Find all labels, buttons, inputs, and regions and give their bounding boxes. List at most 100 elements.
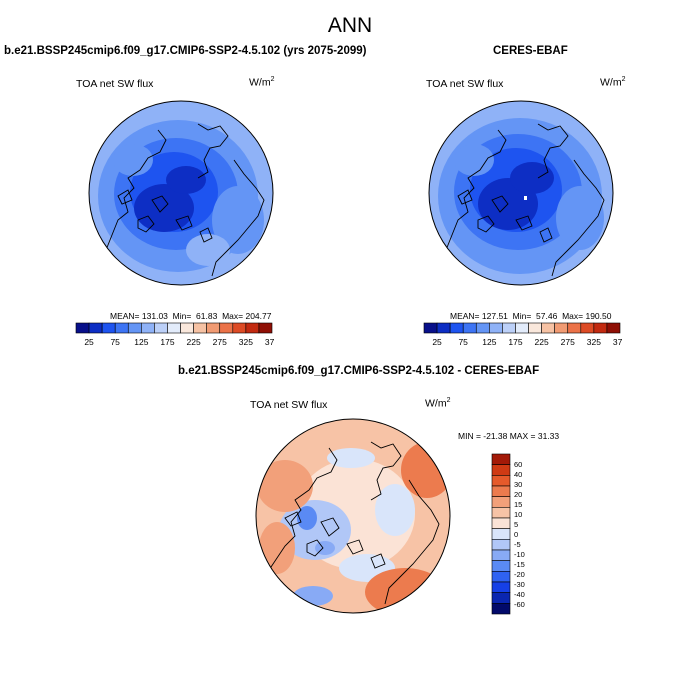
model-map-field [89,101,273,285]
obs-colorbar-box [502,322,516,334]
diff-colorbar-box [491,475,511,487]
model-colorbar-label: 275 [213,337,227,347]
diff-colorbar-box [491,528,511,540]
obs-colorbar-label: 25 [432,337,442,347]
obs-colorbar-label: 375 [613,337,622,347]
obs-variable-name: TOA net SW flux [426,78,504,90]
obs-colorbar-box [449,322,464,334]
diff-units: W/m2 [425,397,451,410]
model-colorbar-box [154,322,168,334]
obs-colorbar-label: 75 [458,337,468,347]
diff-colorbar-box [491,453,511,465]
obs-min: 57.46 [536,311,558,321]
obs-colorbar-box [423,322,438,334]
obs-panel-title: CERES-EBAF [493,45,568,57]
diff-colorbar-box [491,539,511,551]
diff-colorbar-label: -10 [514,550,525,559]
model-colorbar-box [258,322,273,334]
obs-colorbar-label: 175 [508,337,522,347]
model-stats: MEAN= 131.03 Min= 61.83 Max= 204.77 [110,311,272,321]
diff-colorbar-label: -30 [514,580,525,589]
diff-colorbar-box [491,507,511,519]
obs-colorbar-box [475,322,490,334]
obs-map-field [429,101,613,285]
diff-colorbar-label: -5 [514,540,521,549]
diff-colorbar-box [491,560,511,572]
model-min: 61.83 [196,311,218,321]
diff-colorbar-label: 60 [514,460,522,469]
model-colorbar-label: 125 [134,337,148,347]
diff-colorbar-box [491,485,511,497]
model-variable-name: TOA net SW flux [76,78,154,90]
obs-colorbar-box [436,322,451,334]
model-colorbar-box [206,322,221,334]
diff-colorbar-box [491,571,511,583]
diff-colorbar-box [491,549,511,561]
model-max: 204.77 [245,311,272,321]
model-colorbar-box [75,322,90,334]
diff-colorbar-label: -15 [514,560,525,569]
diff-colorbar-label: -60 [514,600,525,609]
diff-polar-map [255,418,451,614]
diff-variable-name: TOA net SW flux [250,399,328,411]
diff-colorbar-box [491,496,511,508]
model-colorbar: 25 75 125 175 225 275 325 375 [75,322,274,347]
model-colorbar-box [88,322,103,334]
diff-colorbar-box [491,464,511,476]
diff-colorbar-label: -20 [514,570,525,579]
model-colorbar-box [101,322,116,334]
obs-colorbar-box [580,322,595,334]
model-mean: 131.03 [141,311,168,321]
diff-colorbar-label: 40 [514,470,522,479]
obs-colorbar-box [567,322,582,334]
model-colorbar-box [232,322,247,334]
diff-colorbar-label: 30 [514,480,522,489]
diff-map-border [255,418,451,614]
diff-minmax: MIN = -21.38 MAX = 31.33 [458,431,560,441]
diff-colorbar-label: 0 [514,530,518,539]
obs-units: W/m2 [600,76,626,89]
model-colorbar-box [193,322,207,334]
obs-colorbar-box [554,322,569,334]
diff-colorbar-box [491,581,511,593]
obs-polar-map [428,100,614,286]
obs-colorbar-label: 125 [482,337,496,347]
model-colorbar-box [245,322,260,334]
diff-coastlines [268,441,440,605]
obs-colorbar-label: 225 [535,337,549,347]
model-units: W/m2 [249,76,275,89]
model-colorbar-label: 375 [265,337,274,347]
model-colorbar-label: 25 [84,337,94,347]
obs-colorbar-box [462,322,477,334]
model-map-border [88,100,274,286]
obs-colorbar-box [541,322,555,334]
obs-colorbar-box [593,322,608,334]
diff-colorbar-box [491,603,511,615]
figure-title: ANN [327,14,373,37]
model-colorbar-box [141,322,155,334]
obs-colorbar-box [489,322,503,334]
model-colorbar-label: 175 [160,337,174,347]
obs-mean: 127.51 [481,311,508,321]
model-panel-title: b.e21.BSSP245cmip6.f09_g17.CMIP6-SSP2-4.… [4,45,367,57]
model-coastlines [105,123,265,277]
model-colorbar-box [127,322,142,334]
model-colorbar-box [114,322,129,334]
obs-colorbar-box [515,322,529,334]
obs-map-border [428,100,614,286]
diff-colorbar-label: 15 [514,500,522,509]
diff-panel-title: b.e21.BSSP245cmip6.f09_g17.CMIP6-SSP2-4.… [178,365,540,377]
diff-colorbar-label: 20 [514,490,522,499]
model-colorbar-label: 225 [187,337,201,347]
obs-colorbar-box [606,322,621,334]
model-colorbar-box [219,322,234,334]
obs-colorbar-label: 325 [587,337,601,347]
diff-colorbar-box [491,517,511,529]
obs-coastlines [445,123,605,277]
obs-colorbar-label: 275 [561,337,575,347]
diff-colorbar-label: -40 [514,590,525,599]
model-colorbar-label: 325 [239,337,253,347]
obs-stats: MEAN= 127.51 Min= 57.46 Max= 190.50 [450,311,612,321]
obs-max: 190.50 [585,311,612,321]
